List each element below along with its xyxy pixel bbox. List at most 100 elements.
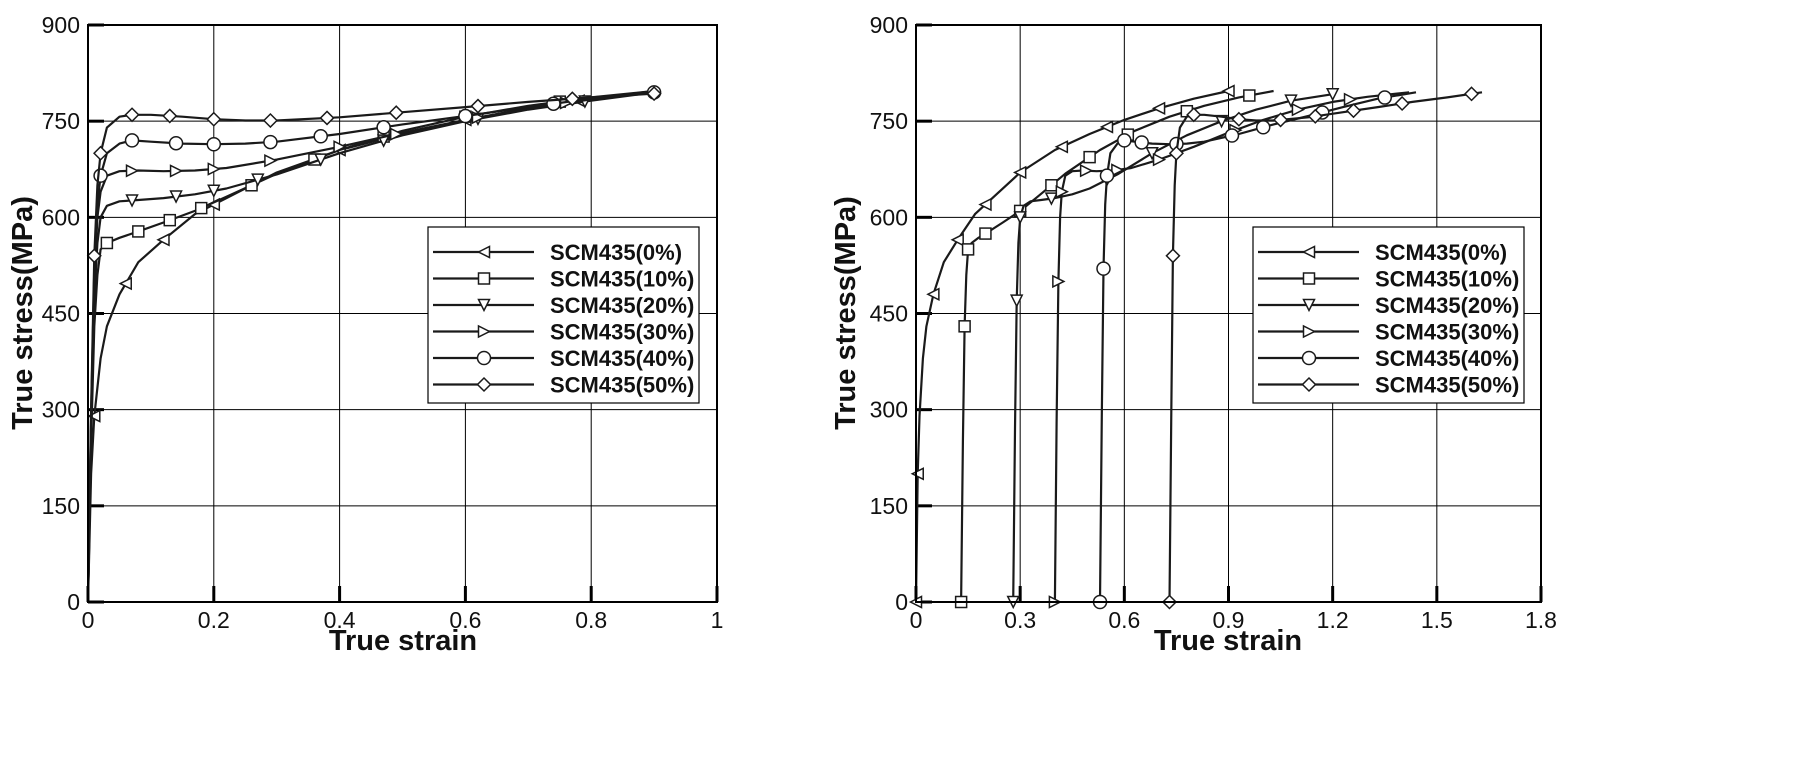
x-tick-label: 0.6 bbox=[449, 607, 481, 633]
triangle-right-marker bbox=[333, 140, 347, 154]
square-marker bbox=[100, 236, 114, 250]
x-tick-label: 0.3 bbox=[1004, 607, 1036, 633]
y-tick-label: 750 bbox=[42, 108, 80, 134]
circle-marker bbox=[1117, 133, 1132, 148]
legend-box bbox=[427, 226, 700, 404]
triangle-down-marker bbox=[169, 190, 183, 204]
triangle-left-marker bbox=[926, 287, 940, 301]
diamond-marker bbox=[476, 376, 492, 393]
triangle-left-marker bbox=[978, 197, 992, 212]
triangle-left-marker bbox=[910, 467, 924, 481]
triangle-left-marker bbox=[476, 245, 491, 259]
diamond-marker bbox=[1165, 248, 1181, 264]
x-tick-label: 0.8 bbox=[575, 607, 607, 633]
triangle-left-marker bbox=[156, 233, 170, 247]
legend-entry: SCM435(30%) bbox=[433, 320, 694, 345]
x-tick-label: 0 bbox=[82, 607, 95, 633]
circle-marker bbox=[263, 134, 278, 150]
y-tick-label: 0 bbox=[67, 589, 80, 615]
legend-entry: SCM435(0%) bbox=[1258, 240, 1507, 265]
legend-label: SCM435(30%) bbox=[1375, 320, 1519, 345]
y-tick-label: 300 bbox=[42, 397, 80, 423]
legend-entry: SCM435(10%) bbox=[433, 267, 694, 292]
circle-marker bbox=[1377, 90, 1392, 105]
diamond-marker bbox=[1394, 95, 1410, 112]
y-axis-title: True stress(MPa) bbox=[830, 196, 862, 430]
diamond-marker bbox=[564, 91, 580, 107]
triangle-left-marker bbox=[1054, 140, 1069, 154]
series-triangle-left bbox=[908, 84, 1235, 609]
diamond-marker bbox=[1168, 145, 1184, 161]
y-tick-label: 300 bbox=[870, 397, 908, 423]
triangle-left-marker bbox=[950, 233, 964, 247]
x-tick-label: 1.5 bbox=[1421, 607, 1453, 633]
circle-marker bbox=[476, 350, 492, 366]
triangle-right-marker bbox=[1052, 274, 1066, 289]
diamond-marker bbox=[646, 86, 662, 102]
legend-entry: SCM435(50%) bbox=[433, 373, 694, 398]
x-tick-label: 1.2 bbox=[1317, 607, 1349, 633]
triangle-left-marker bbox=[1099, 120, 1114, 134]
legend-label: SCM435(30%) bbox=[550, 320, 694, 345]
diamond-marker bbox=[319, 110, 335, 126]
legend-box bbox=[1252, 226, 1525, 404]
square-marker bbox=[1243, 89, 1256, 102]
series-line bbox=[86, 92, 655, 603]
y-tick-label: 0 bbox=[895, 589, 908, 615]
circle-marker bbox=[1255, 120, 1271, 135]
square-marker bbox=[958, 320, 971, 333]
diamond-marker bbox=[86, 248, 102, 264]
diamond-marker bbox=[1345, 103, 1362, 119]
legend-entry: SCM435(10%) bbox=[1258, 267, 1519, 292]
series-line bbox=[914, 89, 1229, 603]
triangle-right-marker bbox=[207, 162, 221, 176]
triangle-right-marker bbox=[1291, 102, 1306, 117]
triangle-down-marker bbox=[1044, 192, 1059, 206]
triangle-right-marker bbox=[1111, 163, 1125, 177]
triangle-left-marker bbox=[1012, 165, 1027, 180]
square-marker bbox=[245, 179, 258, 192]
triangle-down-marker bbox=[251, 173, 265, 187]
diamond-marker bbox=[1463, 86, 1480, 102]
circle-marker bbox=[124, 133, 140, 148]
y-tick-label: 450 bbox=[870, 301, 908, 327]
legend: SCM435(0%)SCM435(10%)SCM435(20%)SCM435(3… bbox=[427, 226, 700, 404]
triangle-left-marker bbox=[1221, 84, 1235, 98]
circle-marker bbox=[168, 135, 184, 151]
square-marker bbox=[1302, 272, 1316, 285]
diamond-marker bbox=[206, 111, 222, 127]
diamond-marker bbox=[388, 105, 404, 121]
triangle-down-marker bbox=[1145, 146, 1159, 161]
x-axis-title: True strain bbox=[329, 625, 477, 657]
legend-entry: SCM435(20%) bbox=[433, 293, 694, 318]
series-diamond bbox=[86, 86, 662, 603]
triangle-down-marker bbox=[125, 194, 139, 208]
y-tick-label: 150 bbox=[42, 493, 80, 519]
series-line bbox=[1168, 91, 1483, 603]
triangle-down-marker bbox=[207, 184, 221, 198]
triangle-down-marker bbox=[1013, 211, 1027, 225]
triangle-down-marker bbox=[314, 153, 328, 167]
diamond-marker bbox=[1231, 111, 1247, 127]
y-tick-label: 750 bbox=[870, 108, 908, 134]
legend-label: SCM435(20%) bbox=[1375, 293, 1519, 318]
circle-marker bbox=[206, 136, 222, 152]
diamond-marker bbox=[1307, 108, 1323, 124]
diamond-marker bbox=[1186, 107, 1202, 123]
x-tick-label: 0.6 bbox=[1108, 607, 1140, 633]
legend-label: SCM435(40%) bbox=[550, 346, 694, 371]
y-tick-label: 600 bbox=[42, 204, 80, 230]
y-tick-label: 450 bbox=[42, 301, 80, 327]
legend-label: SCM435(20%) bbox=[550, 293, 694, 318]
circle-marker bbox=[1224, 128, 1240, 143]
square-marker bbox=[194, 201, 208, 215]
legend-entry: SCM435(40%) bbox=[433, 346, 694, 371]
circle-marker bbox=[93, 168, 108, 183]
square-marker bbox=[477, 272, 491, 285]
legend-entry: SCM435(40%) bbox=[1258, 346, 1519, 371]
triangle-right-marker bbox=[1343, 92, 1358, 107]
circle-marker bbox=[376, 120, 391, 135]
circle-marker bbox=[1134, 135, 1149, 150]
circle-marker bbox=[313, 129, 328, 144]
